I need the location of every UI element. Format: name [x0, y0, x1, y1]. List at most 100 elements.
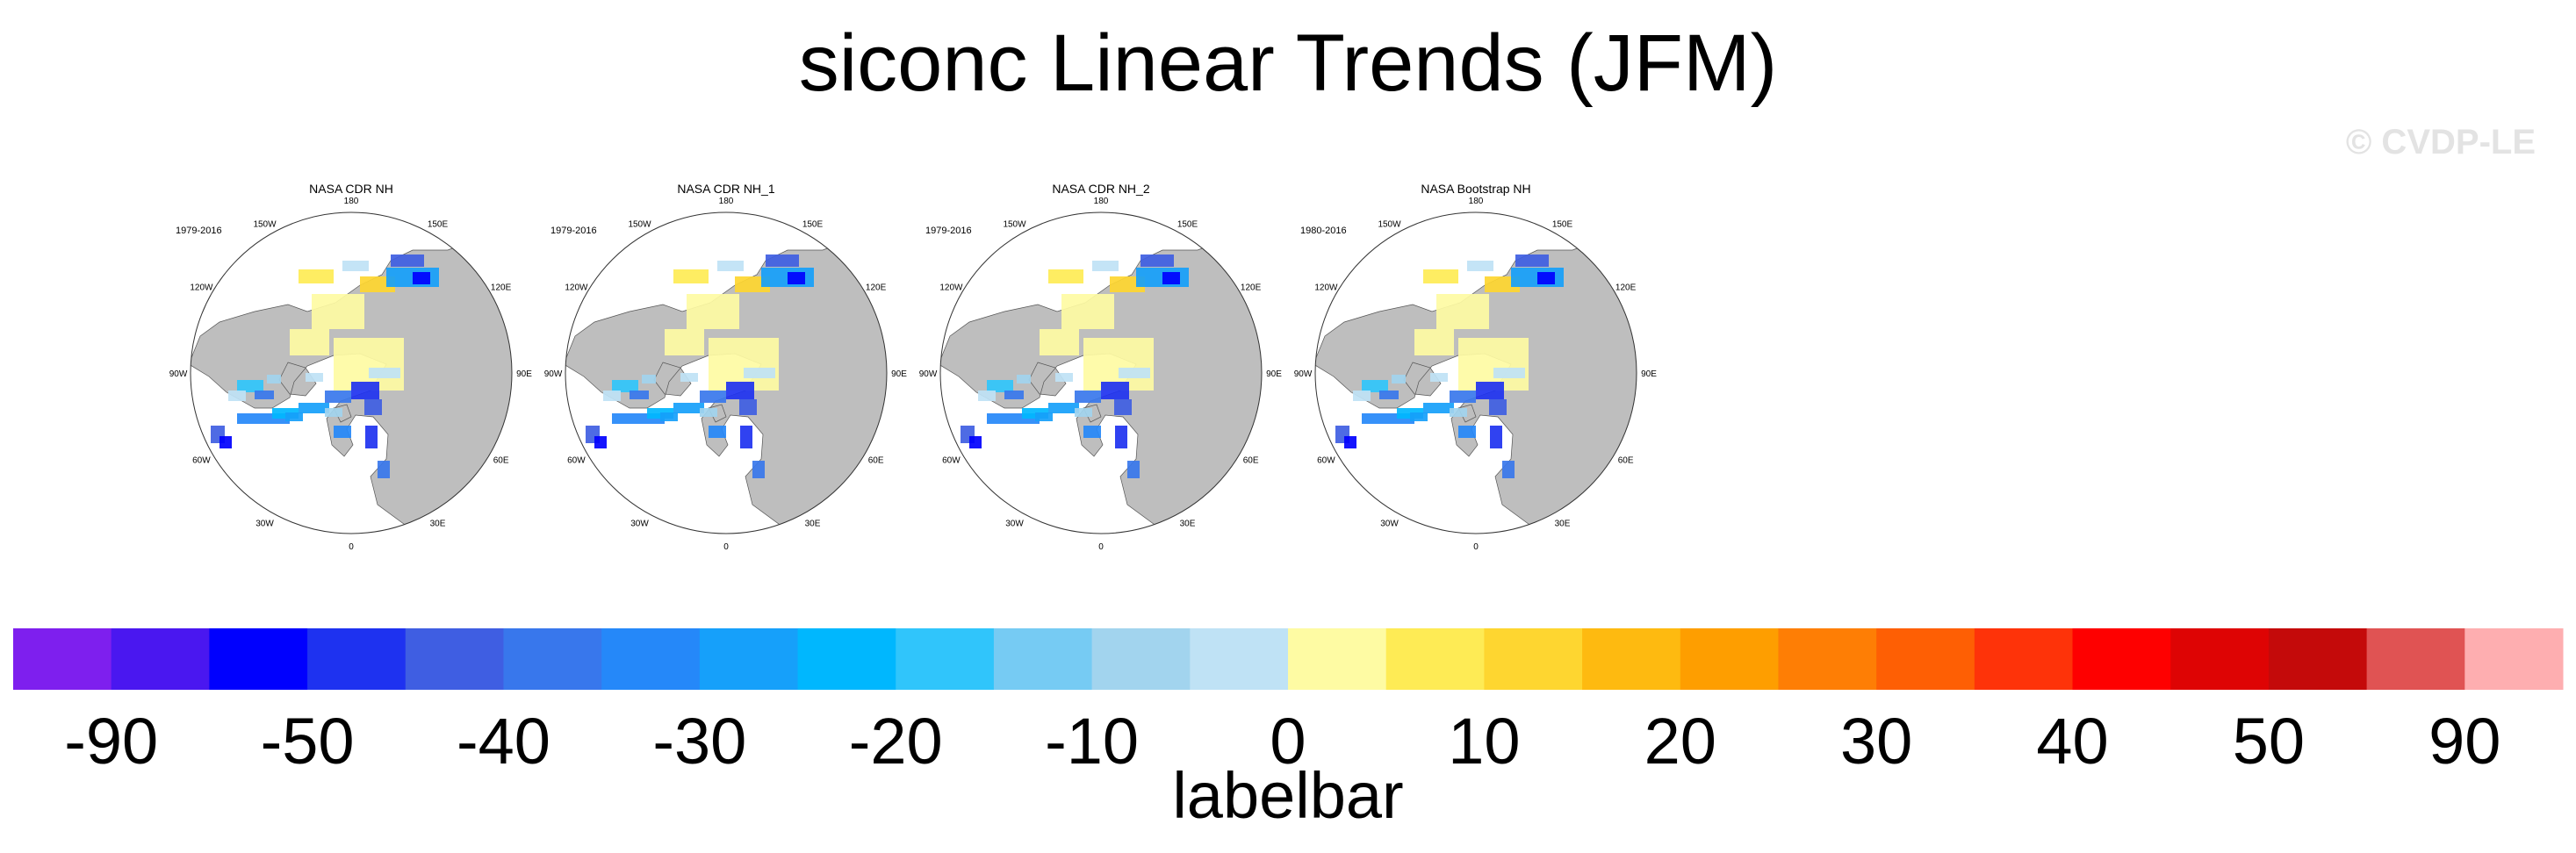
longitude-label: 120W [565, 283, 588, 293]
longitude-label: 120W [939, 283, 963, 293]
trend-cell [369, 368, 400, 378]
longitude-label: 90W [1294, 369, 1313, 379]
longitude-label: 150E [428, 219, 449, 229]
longitude-label: 60E [868, 456, 884, 466]
trend-cell [1017, 375, 1031, 383]
panel-title: NASA CDR NH_1 [677, 182, 774, 196]
trend-cell [1392, 375, 1406, 383]
trend-cell [739, 399, 757, 415]
trend-cell [1114, 399, 1132, 415]
trend-cell [642, 375, 656, 383]
longitude-label: 120E [866, 283, 887, 293]
trend-cell [1162, 272, 1180, 284]
colorbar-swatch [1288, 628, 1387, 690]
colorbar-swatch [13, 628, 112, 690]
longitude-label: 60W [567, 456, 586, 466]
longitude-label: 90W [544, 369, 563, 379]
trend-cell [1476, 382, 1504, 399]
panel-period: 1980-2016 [1300, 226, 1347, 236]
trend-cell [1061, 294, 1114, 329]
colorbar-swatch [699, 628, 799, 690]
map-boundary [939, 211, 1263, 534]
map-panel-1: NASA CDR NH 1979-2016 180 150E 120E 90E 60E 30E… [167, 176, 536, 562]
colorbar-swatch [993, 628, 1093, 690]
trend-cell [1362, 380, 1388, 392]
colorbar-swatch [896, 628, 995, 690]
trend-cell [1450, 391, 1476, 403]
longitude-label: 120W [1314, 283, 1338, 293]
longitude-label: 60W [942, 456, 961, 466]
longitude-label: 0 [723, 542, 729, 552]
trend-cell [1502, 461, 1515, 478]
trend-cell [1353, 391, 1371, 401]
longitude-label: 60W [192, 456, 211, 466]
longitude-label: 60E [1243, 456, 1259, 466]
trend-cell [1048, 403, 1079, 413]
colorbar-swatch [111, 628, 210, 690]
trend-cell [1035, 412, 1053, 421]
trend-cell [365, 426, 378, 448]
longitude-label: 180 [1094, 197, 1109, 206]
longitude-label: 180 [344, 197, 359, 206]
longitude-label: 120E [1615, 283, 1637, 293]
trend-cell [1075, 408, 1092, 417]
colorbar-swatch [2366, 628, 2465, 690]
longitude-label: 60W [1317, 456, 1335, 466]
trend-cell [1515, 254, 1549, 267]
colorbar-title: labelbar [1172, 759, 1404, 832]
trend-cell [1467, 261, 1493, 271]
colorbar-tick-label: -30 [652, 705, 746, 778]
trend-cell [1127, 461, 1140, 478]
trend-cell [740, 426, 752, 448]
trend-cell [351, 382, 379, 399]
map-boundary [190, 211, 513, 534]
trend-cell [1115, 426, 1127, 448]
colorbar-tick-label: -50 [261, 705, 355, 778]
colorbar-swatch [1582, 628, 1681, 690]
longitude-label: 60E [1618, 456, 1634, 466]
colorbar-swatch [1778, 628, 1877, 690]
longitude-label: 150W [628, 219, 651, 229]
longitude-label: 90W [169, 369, 188, 379]
longitude-label: 30W [255, 520, 274, 529]
trend-cell [700, 391, 726, 403]
trend-cell [612, 380, 638, 392]
colorbar-swatch [797, 628, 896, 690]
trend-cell [228, 391, 246, 401]
longitude-label: 30E [1555, 520, 1571, 529]
trend-cell [673, 403, 704, 413]
colorbar-tick-label: 20 [1644, 705, 1716, 778]
colorbar-tick-label: -40 [457, 705, 550, 778]
longitude-label: 120W [190, 283, 213, 293]
map-panel-2: NASA CDR NH_1 1979-2016 180 150E 120E 90E 60E 3… [542, 176, 910, 562]
trend-cell [1537, 272, 1555, 284]
map-area [1315, 212, 1637, 534]
longitude-label: 150E [802, 219, 824, 229]
trend-cell [1140, 254, 1174, 267]
trend-cell [1410, 412, 1428, 421]
longitude-label: 150E [1552, 219, 1573, 229]
trend-cell [1119, 368, 1150, 378]
trend-cell [1423, 269, 1458, 283]
colorbar-tick-label: 30 [1840, 705, 1912, 778]
trend-cell [665, 329, 704, 355]
trend-cell [660, 412, 678, 421]
trend-cell [299, 403, 329, 413]
longitude-label: 120E [491, 283, 512, 293]
longitude-label: 120E [1241, 283, 1262, 293]
trend-cell [306, 373, 323, 382]
trend-cell [680, 373, 698, 382]
colorbar-swatch [307, 628, 407, 690]
colorbar-tick-label: -10 [1045, 705, 1139, 778]
trend-cell [1083, 426, 1101, 438]
colorbar-swatch [1974, 628, 2074, 690]
longitude-label: 30W [1005, 520, 1024, 529]
trend-cell [987, 380, 1013, 392]
colorbar-swatch [1484, 628, 1583, 690]
colorbar-swatch [209, 628, 308, 690]
trend-cell [413, 272, 430, 284]
trend-cell [299, 269, 334, 283]
trend-cell [673, 269, 709, 283]
trend-cell [342, 261, 369, 271]
trend-cell [1101, 382, 1129, 399]
